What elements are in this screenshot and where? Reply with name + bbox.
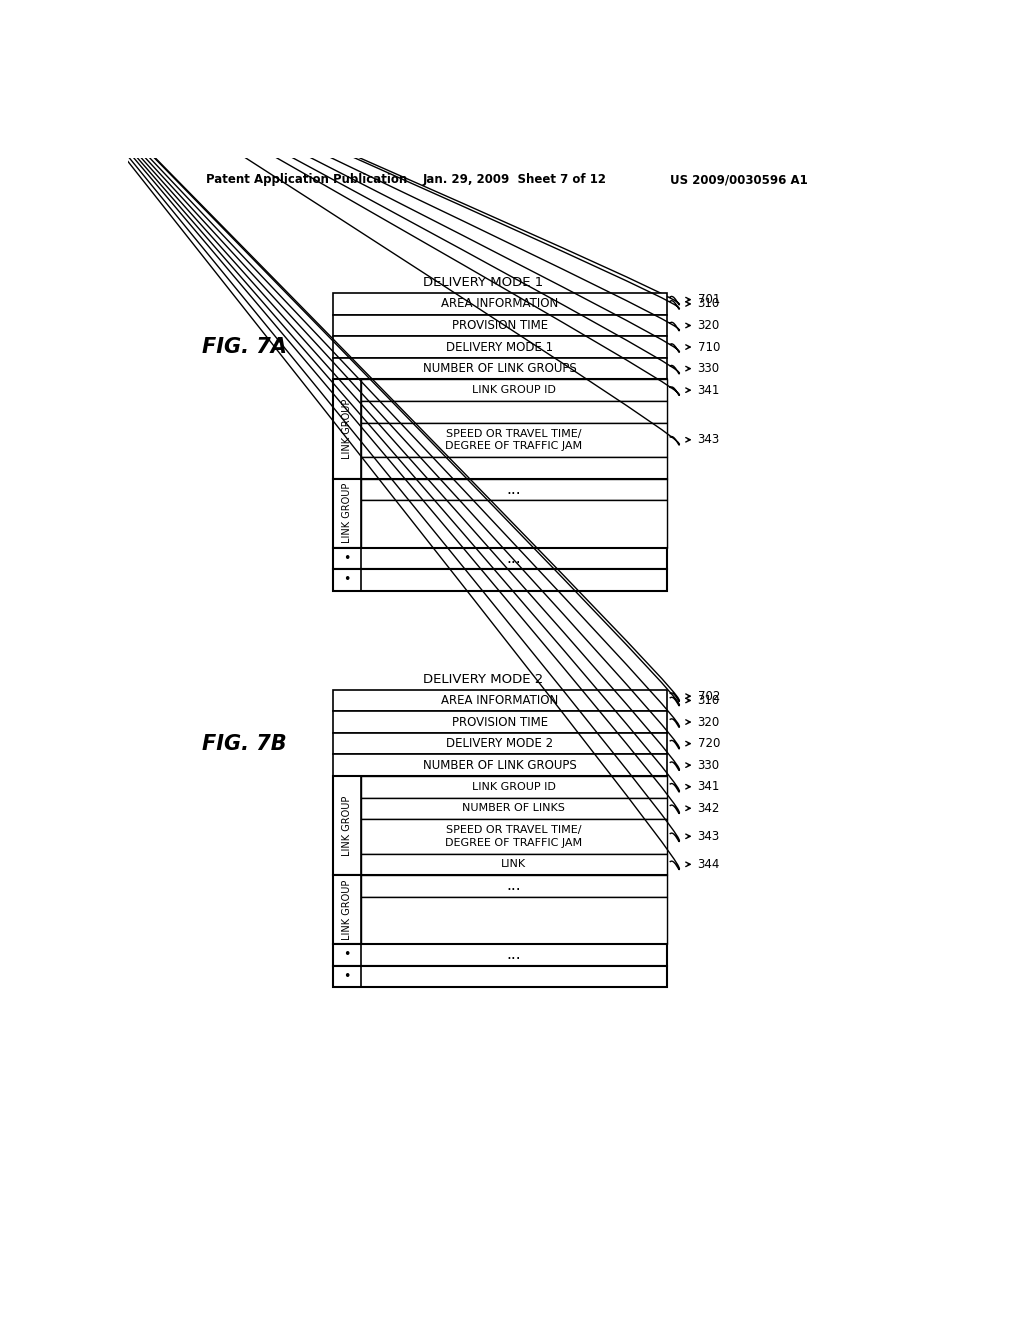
Bar — [334, 293, 667, 314]
Text: 343: 343 — [697, 433, 720, 446]
Text: NUMBER OF LINKS: NUMBER OF LINKS — [462, 804, 565, 813]
Text: •: • — [343, 970, 350, 983]
Bar — [334, 711, 667, 733]
Text: 702: 702 — [697, 689, 720, 702]
Bar — [360, 457, 667, 479]
Text: LINK GROUP: LINK GROUP — [342, 399, 352, 459]
Text: LINK GROUP: LINK GROUP — [342, 796, 352, 855]
Text: 320: 320 — [697, 715, 720, 729]
Bar — [360, 401, 667, 422]
Bar — [360, 854, 667, 875]
Bar — [334, 944, 667, 966]
Text: DELIVERY MODE 2: DELIVERY MODE 2 — [423, 673, 544, 686]
Text: 710: 710 — [697, 341, 720, 354]
Text: PROVISION TIME: PROVISION TIME — [452, 319, 548, 333]
Text: LINK GROUP ID: LINK GROUP ID — [472, 385, 555, 395]
Bar — [360, 896, 667, 944]
Text: 310: 310 — [697, 297, 720, 310]
Text: ...: ... — [506, 948, 521, 962]
Text: AREA INFORMATION: AREA INFORMATION — [441, 694, 559, 708]
Bar — [334, 776, 667, 875]
Text: NUMBER OF LINK GROUPS: NUMBER OF LINK GROUPS — [423, 759, 577, 772]
Text: 341: 341 — [697, 384, 720, 397]
Bar — [360, 776, 667, 797]
Bar — [360, 422, 667, 457]
Text: 310: 310 — [697, 694, 720, 708]
Text: NUMBER OF LINK GROUPS: NUMBER OF LINK GROUPS — [423, 362, 577, 375]
Text: FIG. 7B: FIG. 7B — [202, 734, 287, 754]
Text: •: • — [343, 552, 350, 565]
Text: ...: ... — [506, 878, 521, 894]
Bar — [334, 569, 667, 590]
Text: •: • — [343, 573, 350, 586]
Bar — [334, 689, 667, 711]
Text: Patent Application Publication: Patent Application Publication — [206, 173, 407, 186]
Text: 701: 701 — [697, 293, 720, 306]
Text: DELIVERY MODE 1: DELIVERY MODE 1 — [423, 276, 544, 289]
Bar — [360, 797, 667, 818]
Bar — [334, 314, 667, 337]
Text: DELIVERY MODE 1: DELIVERY MODE 1 — [446, 341, 554, 354]
Bar — [334, 337, 667, 358]
Text: US 2009/0030596 A1: US 2009/0030596 A1 — [671, 173, 808, 186]
Bar — [334, 358, 667, 379]
Text: LINK GROUP: LINK GROUP — [342, 879, 352, 940]
Text: ...: ... — [506, 550, 521, 566]
Bar — [334, 875, 667, 944]
Text: 344: 344 — [697, 858, 720, 871]
Bar — [360, 875, 667, 896]
Text: 341: 341 — [697, 780, 720, 793]
Text: LINK GROUP: LINK GROUP — [342, 483, 352, 544]
Text: DELIVERY MODE 2: DELIVERY MODE 2 — [446, 737, 554, 750]
Bar — [334, 733, 667, 755]
Bar — [360, 379, 667, 401]
Text: 342: 342 — [697, 801, 720, 814]
Bar — [360, 479, 667, 500]
Bar — [334, 379, 667, 479]
Text: ...: ... — [506, 482, 521, 496]
Text: SPEED OR TRAVEL TIME/
DEGREE OF TRAFFIC JAM: SPEED OR TRAVEL TIME/ DEGREE OF TRAFFIC … — [445, 825, 582, 847]
Bar — [334, 479, 667, 548]
Text: LINK GROUP ID: LINK GROUP ID — [472, 781, 555, 792]
Text: 320: 320 — [697, 319, 720, 333]
Text: SPEED OR TRAVEL TIME/
DEGREE OF TRAFFIC JAM: SPEED OR TRAVEL TIME/ DEGREE OF TRAFFIC … — [445, 429, 582, 451]
Bar — [360, 818, 667, 854]
Text: FIG. 7A: FIG. 7A — [202, 337, 287, 356]
Bar — [360, 500, 667, 548]
Text: 330: 330 — [697, 759, 720, 772]
Text: Jan. 29, 2009  Sheet 7 of 12: Jan. 29, 2009 Sheet 7 of 12 — [423, 173, 606, 186]
Text: 343: 343 — [697, 830, 720, 842]
Bar — [334, 966, 667, 987]
Text: PROVISION TIME: PROVISION TIME — [452, 715, 548, 729]
Text: •: • — [343, 948, 350, 961]
Bar — [334, 548, 667, 569]
Text: 720: 720 — [697, 737, 720, 750]
Text: LINK: LINK — [501, 859, 526, 870]
Text: 330: 330 — [697, 362, 720, 375]
Text: AREA INFORMATION: AREA INFORMATION — [441, 297, 559, 310]
Bar — [334, 755, 667, 776]
